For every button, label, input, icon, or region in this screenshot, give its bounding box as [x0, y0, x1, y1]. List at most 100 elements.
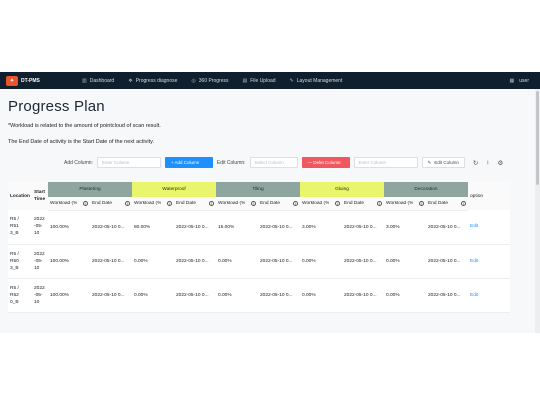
column-toolbar: Add Column: Enter Column + Add Column Ed…: [8, 157, 535, 168]
refresh-icon[interactable]: ↻: [472, 159, 479, 167]
edit-link[interactable]: Edit: [470, 224, 479, 230]
layout-icon: ✎: [289, 77, 294, 84]
workload-cell: 0.00%: [300, 244, 342, 279]
location-line: R51: [10, 224, 19, 230]
subheader-workload-label: Workload (%: [134, 200, 162, 206]
end-date-cell: 2022-05-10 0...: [342, 278, 384, 313]
workload-cell: 0.00%: [216, 278, 258, 313]
workload-cell: 0.00%: [384, 278, 426, 313]
nav-item-progress-diagnose[interactable]: ❖ Progress diagnose: [128, 78, 177, 84]
info-circle-icon: i: [293, 200, 298, 206]
start-time-line: -05-: [34, 224, 43, 230]
subheader-workload: Workload (% i: [48, 197, 90, 211]
nav-item-label: File Upload: [250, 77, 276, 84]
subheader-end-date-label: End Date: [92, 200, 113, 206]
group-header-decoration: Decoration: [384, 182, 468, 197]
option-header: option: [468, 182, 510, 210]
info-circle-icon: i: [377, 200, 382, 206]
info-circle-icon: i: [167, 200, 172, 206]
nav-item-label: Progress diagnose: [135, 77, 178, 84]
edit-link[interactable]: Edit: [470, 258, 479, 264]
end-date-cell: 2022-05-10 0...: [174, 244, 216, 279]
workload-cell: 3.00%: [384, 210, 426, 245]
workload-cell: 0.00%: [384, 244, 426, 279]
page-title: Progress Plan: [8, 98, 105, 115]
subheader-end-date: End Date i: [426, 197, 468, 211]
workload-note: *Workload is related to the amount of po…: [8, 123, 161, 129]
nav-item-label: 360 Progress: [198, 77, 229, 84]
location-line: R5 /: [10, 251, 19, 257]
end-date-cell: 2022-05-10 0...: [258, 244, 300, 279]
workload-cell: 0.00%: [132, 278, 174, 313]
subheader-end-date-label: End Date: [176, 200, 197, 206]
start-time-line: 10: [34, 265, 40, 271]
nav-item-file-upload[interactable]: ▤ File Upload: [243, 78, 276, 84]
end-date-cell: 2022-05-10 0...: [174, 278, 216, 313]
delete-column-button[interactable]: — Delet Column: [301, 157, 350, 168]
nav-item-360-progress[interactable]: ◎ 360 Progress: [191, 78, 228, 84]
info-circle-icon: i: [209, 200, 214, 206]
start-time-line: -05-: [34, 258, 43, 264]
subheader-end-date: End Date i: [90, 197, 132, 211]
end-date-cell: 2022-05-10 0...: [258, 210, 300, 245]
subheader-end-date-label: End Date: [260, 200, 281, 206]
location-line: 3_B: [10, 231, 19, 237]
start-time-line: -05-: [34, 292, 43, 298]
edit-link[interactable]: Edit: [470, 292, 479, 298]
edit-column-label: Edit Column:: [216, 159, 246, 166]
scrollbar-thumb[interactable]: [536, 91, 539, 185]
user-menu[interactable]: ▦ user: [510, 78, 529, 84]
start-time-line: 2022: [34, 285, 45, 291]
option-cell: Edit: [468, 244, 510, 279]
location-line: R5 /: [10, 217, 19, 223]
info-circle-icon: i: [419, 200, 424, 206]
workload-cell: 16.00%: [216, 210, 258, 245]
nav-item-layout-management[interactable]: ✎ Layout Management: [290, 78, 343, 84]
table-body: R5 /R51 3_B 2022 -05- 10 100.00% 2022-05-10 0.…: [8, 210, 510, 313]
add-column-input[interactable]: Enter Column: [96, 157, 161, 168]
start-time-header-label: Start Time: [34, 190, 46, 202]
end-date-cell: 2022-05-10 0...: [426, 244, 468, 279]
table-row: R5 /R50 3_B 2022 -05- 10 100.00% 2022-05-10 0.…: [8, 244, 510, 279]
location-header-label: Location: [10, 193, 30, 199]
logo-icon: ✦: [6, 75, 18, 86]
add-column-button[interactable]: + Add Column: [164, 157, 213, 168]
end-date-cell: 2022-05-10 0...: [90, 244, 132, 279]
select-column-dropdown[interactable]: Select Column: [249, 157, 298, 168]
workload-cell: 0.00%: [132, 244, 174, 279]
nav-item-dashboard[interactable]: ▥ Dashboard: [82, 78, 114, 84]
workload-cell: 100.00%: [48, 210, 90, 245]
user-grid-icon: ▦: [509, 77, 515, 84]
end-date-cell: 2022-05-10 0...: [342, 210, 384, 245]
file-upload-icon: ▤: [242, 77, 248, 84]
location-line: 3_B: [10, 265, 19, 271]
info-circle-icon: i: [335, 200, 340, 206]
subheader-end-date: End Date i: [342, 197, 384, 211]
vertical-scrollbar[interactable]: [535, 89, 540, 333]
end-date-cell: 2022-05-10 0...: [258, 278, 300, 313]
brand-name: DT-PMS: [21, 77, 40, 84]
subheader-end-date-label: End Date: [344, 200, 365, 206]
brand[interactable]: ✦ DT-PMS: [6, 75, 82, 86]
end-date-note: The End Date of activity is the Start Da…: [8, 139, 155, 145]
start-time-line: 2022: [34, 217, 45, 223]
workload-cell: 100.00%: [48, 244, 90, 279]
subheader-workload-label: Workload (%: [386, 200, 414, 206]
edit-column-button[interactable]: ✎ Edit Column: [421, 157, 465, 168]
chart-icon: ▥: [82, 77, 87, 84]
start-time-cell: 2022 -05- 10: [32, 210, 48, 245]
subheader-workload: Workload (% i: [132, 197, 174, 211]
end-date-cell: 2022-05-10 0...: [426, 210, 468, 245]
edit-column-input[interactable]: Enter Column: [353, 157, 418, 168]
column-height-icon[interactable]: ↕: [486, 159, 490, 166]
start-time-line: 10: [34, 231, 40, 237]
location-line: 0_B: [10, 299, 19, 305]
subheader-workload: Workload (% i: [300, 197, 342, 211]
360-icon: ◎: [191, 77, 196, 84]
nav-item-label: Layout Management: [296, 77, 343, 84]
subheader-end-date: End Date i: [258, 197, 300, 211]
edit-column-button-label: Edit Column: [434, 160, 459, 165]
location-cell: R5 /R51 3_B: [8, 210, 32, 245]
workload-cell: 0.00%: [216, 244, 258, 279]
settings-gear-icon[interactable]: ⚙: [497, 159, 504, 167]
